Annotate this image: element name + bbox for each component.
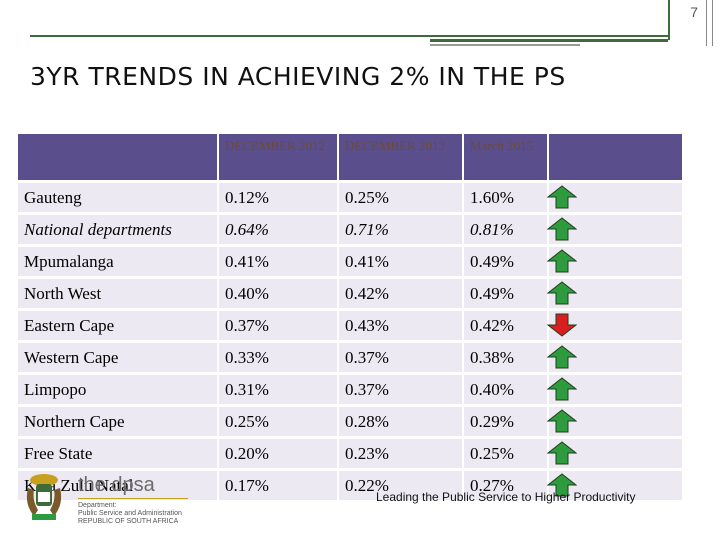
value-2012-cell: 0.33% [218,340,339,374]
value-2013-cell: 0.43% [338,308,464,342]
page-number: 7 [690,4,698,20]
row-name-cell: Gauteng [18,180,219,214]
value-2015-cell: 0.27% [463,468,549,500]
value-2015-cell: 0.40% [463,372,549,406]
slide-title: 3YR TRENDS IN ACHIEVING 2% IN THE PS [30,62,566,91]
up-arrow-icon [546,185,577,209]
trend-cell [546,468,684,500]
value-2013-cell: 0.37% [338,372,464,406]
trend-cell [546,276,684,310]
header-cell [548,134,684,182]
value-2015-cell: 1.60% [463,180,549,214]
up-arrow-icon [546,345,577,369]
value-2013-cell: 0.23% [338,436,464,470]
value-2012-cell: 0.37% [218,308,339,342]
value-2012-cell: 0.64% [218,212,339,246]
value-2015-cell: 0.81% [463,212,549,246]
row-name-cell: Northern Cape [18,404,219,438]
down-arrow-icon [546,313,577,337]
trend-cell [546,308,684,342]
table-header-row: DECEMBER 2012 DECEMBER 2013 March 2015 [18,134,684,182]
up-arrow-icon [546,409,577,433]
brand-sub-line: REPUBLIC OF SOUTH AFRICA [78,518,179,525]
value-2012-cell: 0.20% [218,436,339,470]
header-decoration [0,0,720,50]
header-cell [18,134,219,182]
value-2012-cell: 0.12% [218,180,339,214]
row-name-cell: Western Cape [18,340,219,374]
footer-tagline: Leading the Public Service to Higher Pro… [376,490,636,504]
value-2013-cell: 0.41% [338,244,464,278]
value-2015-cell: 0.42% [463,308,549,342]
table-row: Kwa.Zulu Natal 0.17% 0.22% 0.27% [18,468,684,500]
trends-table: DECEMBER 2012 DECEMBER 2013 March 2015 G… [18,134,684,500]
value-2012-cell: 0.17% [218,468,339,500]
header-dec-2013: DECEMBER 2013 [338,134,464,182]
trend-cell [546,340,684,374]
table-row: Eastern Cape 0.37% 0.43% 0.42% [18,308,684,342]
row-name-cell: National departments [18,212,219,246]
value-2012-cell: 0.31% [218,372,339,406]
trend-cell [546,244,684,278]
header-march-2015: March 2015 [463,134,549,182]
table-row: Western Cape 0.33% 0.37% 0.38% [18,340,684,374]
trend-cell [546,372,684,406]
value-2012-cell: 0.41% [218,244,339,278]
trend-cell [546,212,684,246]
row-name-cell: North West [18,276,219,310]
value-2013-cell: 0.42% [338,276,464,310]
up-arrow-icon [546,377,577,401]
table-row: Free State 0.20% 0.23% 0.25% [18,436,684,470]
value-2015-cell: 0.25% [463,436,549,470]
value-2013-cell: 0.28% [338,404,464,438]
row-name-cell: Mpumalanga [18,244,219,278]
dpsa-logo: the dpsa Department: Public Service and … [22,470,202,526]
table-row: North West 0.40% 0.42% 0.49% [18,276,684,310]
row-name-cell: Eastern Cape [18,308,219,342]
brand-name: the dpsa [78,474,155,496]
value-2012-cell: 0.40% [218,276,339,310]
brand-divider [78,498,188,499]
value-2013-cell: 0.37% [338,340,464,374]
table-row: Gauteng 0.12% 0.25% 1.60% [18,180,684,214]
brand-subtitle: Department: Public Service and Administr… [78,502,198,526]
header-dec-2012: DECEMBER 2012 [218,134,339,182]
value-2015-cell: 0.29% [463,404,549,438]
value-2013-cell: 0.71% [338,212,464,246]
table-row: Limpopo 0.31% 0.37% 0.40% [18,372,684,406]
trend-cell [546,404,684,438]
up-arrow-icon [546,281,577,305]
up-arrow-icon [546,249,577,273]
trend-cell [546,180,684,214]
value-2015-cell: 0.49% [463,244,549,278]
row-name-cell: Free State [18,436,219,470]
brand-sub-line: Public Service and Administration [78,510,182,517]
up-arrow-icon [546,441,577,465]
value-2013-cell: 0.25% [338,180,464,214]
table-row: Northern Cape 0.25% 0.28% 0.29% [18,404,684,438]
value-2013-cell: 0.22% [338,468,464,500]
row-name-cell: Limpopo [18,372,219,406]
table-row: National departments 0.64% 0.71% 0.81% [18,212,684,246]
coat-of-arms-icon [26,474,62,520]
value-2015-cell: 0.38% [463,340,549,374]
brand-sub-line: Department: [78,502,117,509]
table-row: Mpumalanga 0.41% 0.41% 0.49% [18,244,684,278]
up-arrow-icon [546,473,577,497]
value-2012-cell: 0.25% [218,404,339,438]
trend-cell [546,436,684,470]
up-arrow-icon [546,217,577,241]
value-2015-cell: 0.49% [463,276,549,310]
